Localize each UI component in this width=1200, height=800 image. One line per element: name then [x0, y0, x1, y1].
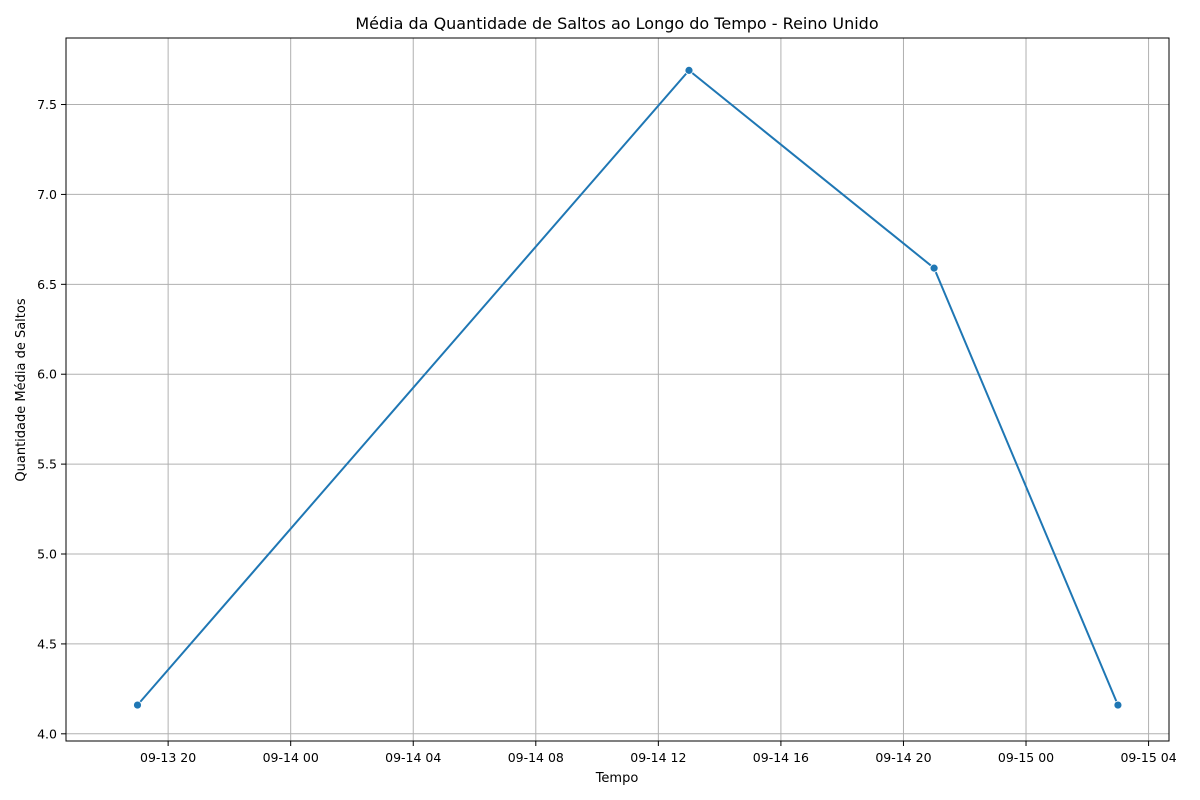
x-tick-label: 09-14 04 [385, 750, 441, 765]
series-line [136, 69, 1119, 706]
y-tick-label: 6.0 [37, 367, 57, 382]
chart-title: Média da Quantidade de Saltos ao Longo d… [355, 14, 878, 33]
y-tick-label: 5.5 [37, 457, 57, 472]
y-tick-label: 7.5 [37, 97, 57, 112]
x-tick-label: 09-14 12 [630, 750, 686, 765]
y-axis-label: Quantidade Média de Saltos [14, 298, 29, 481]
x-tick-label: 09-15 04 [1120, 750, 1176, 765]
y-tick-label: 4.0 [37, 726, 57, 741]
x-tick-label: 09-14 20 [875, 750, 931, 765]
data-point [929, 263, 939, 273]
y-tick-label: 7.0 [37, 187, 57, 202]
x-tick-label: 09-14 00 [263, 750, 319, 765]
data-point [133, 700, 142, 710]
y-tick-label: 6.5 [37, 277, 57, 292]
data-point [684, 65, 694, 75]
x-tick-label: 09-13 20 [140, 750, 196, 765]
x-axis: 09-13 20 09-14 00 09-14 04 09-14 08 09-14 12… [140, 741, 1177, 765]
y-tick-label: 4.5 [37, 636, 57, 651]
series-layer [133, 65, 1123, 710]
data-point [1113, 700, 1123, 710]
x-tick-label: 09-14 08 [508, 750, 564, 765]
x-tick-label: 09-14 16 [753, 750, 809, 765]
plot-frame [65, 37, 1170, 742]
y-axis: 4.0 4.5 5.0 5.5 6.0 6.5 7.0 7.5 [37, 97, 66, 741]
y-tick-label: 5.0 [37, 547, 57, 562]
x-axis-label: Tempo [595, 771, 639, 786]
grid [66, 38, 1169, 741]
x-tick-label: 09-15 00 [998, 750, 1054, 765]
